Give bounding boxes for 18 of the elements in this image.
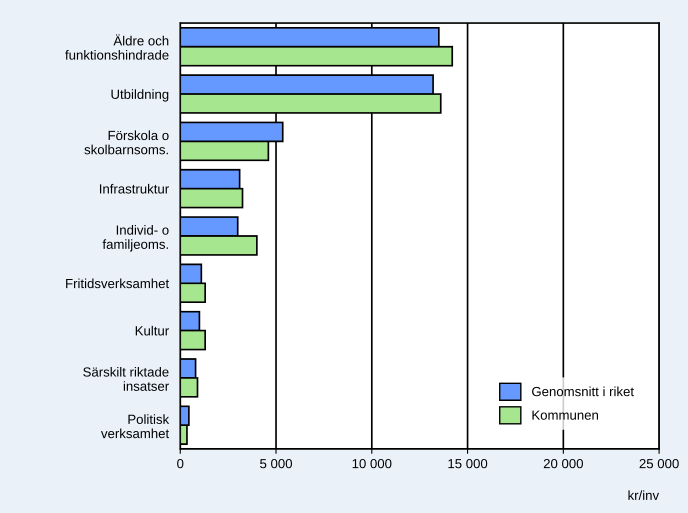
y-tick-label: Förskola o skolbarnsoms.	[84, 130, 169, 154]
y-tick-label: Politisk verksamhet	[101, 414, 170, 438]
y-tick-label: Kultur	[136, 326, 169, 336]
y-tick-label: Fritidsverksamhet	[66, 278, 170, 288]
x-tick-label: 0	[177, 458, 184, 468]
legend-label: Kommunen	[532, 410, 598, 420]
y-tick-label: Särskilt riktade insatser	[83, 366, 169, 391]
y-tick-label: Utbildning	[111, 89, 168, 102]
y-tick-label: Äldre och funktionshindrade	[65, 34, 169, 60]
x-tick-label: 25 000	[640, 458, 679, 468]
y-tick-label: Infrastruktur	[100, 184, 169, 194]
legend-label: Genomsnitt i riket	[532, 386, 634, 396]
x-axis-title: kr/inv	[628, 490, 660, 500]
x-tick-label: 10 000	[352, 458, 392, 468]
x-tick-label: 20 000	[544, 458, 583, 468]
x-tick-label: 15 000	[448, 458, 488, 468]
y-tick-label: Individ- o familjeoms.	[102, 225, 169, 252]
x-tick-label: 5 000	[260, 458, 292, 468]
